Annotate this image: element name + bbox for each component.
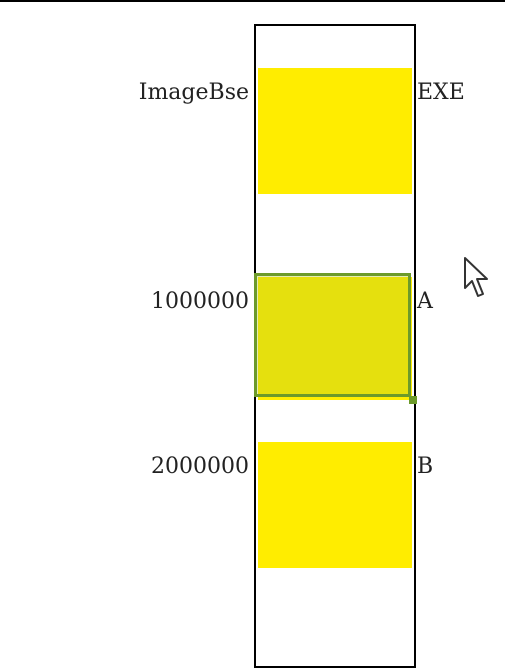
address-a-label: 1000000	[151, 289, 249, 314]
exe-label: EXE	[417, 80, 465, 105]
memory-column	[254, 24, 416, 668]
module-b-block	[258, 442, 412, 568]
address-b-label: 2000000	[151, 454, 249, 479]
image-base-label: ImageBse	[138, 80, 249, 105]
top-divider	[0, 0, 505, 2]
mouse-pointer-icon	[464, 257, 488, 297]
module-a-label: A	[417, 289, 433, 314]
module-a-block	[258, 277, 412, 400]
module-b-label: B	[417, 454, 434, 479]
exe-block	[258, 68, 412, 194]
selection-resize-handle[interactable]	[409, 396, 417, 404]
selection-box[interactable]	[254, 273, 411, 397]
